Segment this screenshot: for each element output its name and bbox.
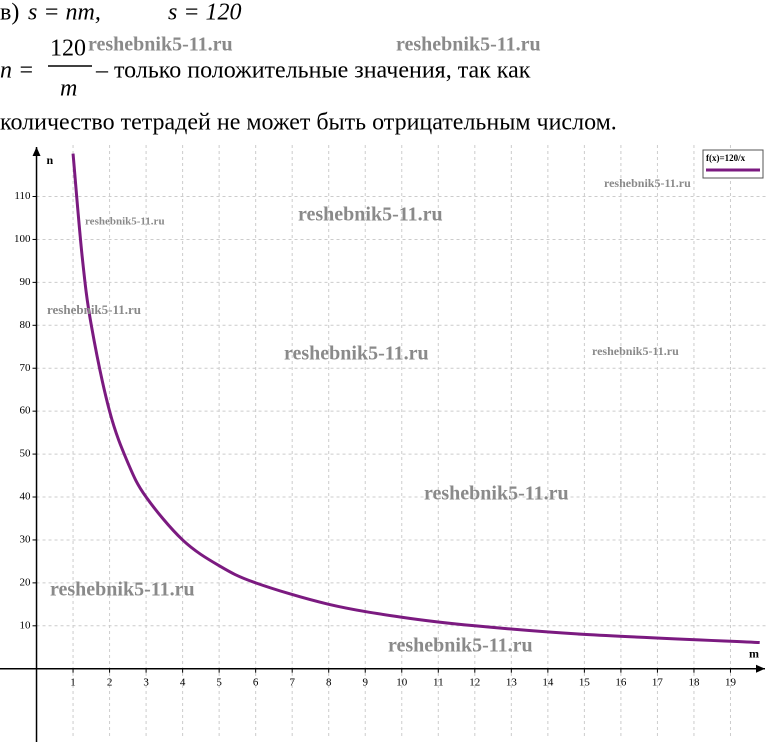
x-tick-label: 4 [180, 676, 186, 688]
x-tick-label: 11 [433, 676, 444, 688]
watermark: reshebnik5-11.ru [592, 344, 679, 358]
x-tick-label: 15 [579, 676, 591, 688]
y-tick-label: 10 [20, 619, 32, 631]
x-tick-label: 10 [396, 676, 408, 688]
formula: n = [0, 58, 34, 84]
x-tick-label: 7 [289, 676, 295, 688]
text-line: – только положительные значения, так как [95, 58, 531, 84]
x-axis-arrow [756, 664, 765, 673]
x-tick-label: 6 [253, 676, 259, 688]
x-tick-label: 3 [143, 676, 149, 688]
y-tick-label: 90 [20, 276, 32, 288]
x-tick-label: 16 [615, 676, 627, 688]
y-tick-label: 40 [20, 491, 32, 503]
x-tick-label: 8 [326, 676, 332, 688]
x-tick-label: 2 [107, 676, 113, 688]
watermark: reshebnik5-11.ru [298, 204, 443, 226]
y-tick-label: 70 [20, 362, 32, 374]
x-tick-label: 9 [362, 676, 368, 688]
x-tick-label: 13 [506, 676, 518, 688]
y-tick-label: 50 [20, 448, 32, 460]
y-tick-label: 80 [20, 319, 32, 331]
x-tick-label: 18 [688, 676, 700, 688]
watermark: reshebnik5-11.ru [50, 579, 195, 601]
y-axis-label: n [47, 153, 54, 167]
watermark: reshebnik5-11.ru [284, 343, 429, 365]
y-tick-label: 30 [20, 533, 32, 545]
x-tick-label: 17 [652, 676, 664, 688]
x-tick-label: 12 [469, 676, 480, 688]
watermark: reshebnik5-11.ru [85, 216, 165, 228]
y-axis-arrow [32, 147, 41, 156]
y-tick-label: 60 [20, 405, 32, 417]
watermark: reshebnik5-11.ru [47, 302, 141, 317]
x-tick-label: 19 [725, 676, 737, 688]
numerator: 120 [50, 36, 86, 62]
watermark: reshebnik5-11.ru [388, 635, 533, 657]
text-line: количество тетрадей не может быть отрица… [0, 110, 617, 136]
formula: s = nm, [28, 0, 101, 26]
y-tick-label: 20 [20, 576, 32, 588]
formula: s = 120 [168, 0, 242, 26]
x-tick-label: 5 [216, 676, 222, 688]
watermark: reshebnik5-11.ru [88, 34, 233, 56]
watermark: reshebnik5-11.ru [424, 483, 569, 505]
y-tick-label: 110 [14, 190, 31, 202]
x-tick-label: 14 [542, 676, 554, 688]
watermark: reshebnik5-11.ru [604, 176, 691, 190]
curve [71, 153, 760, 645]
x-tick-label: 1 [70, 676, 76, 688]
y-tick-label: 100 [14, 233, 31, 245]
legend-label: f(x)=120/x [706, 153, 746, 163]
x-axis-label: m [749, 646, 759, 660]
denominator: m [60, 76, 77, 102]
item-label: в) [0, 0, 19, 26]
watermark: reshebnik5-11.ru [396, 34, 541, 56]
legend: f(x)=120/x [702, 149, 764, 179]
legend-box [702, 149, 764, 179]
